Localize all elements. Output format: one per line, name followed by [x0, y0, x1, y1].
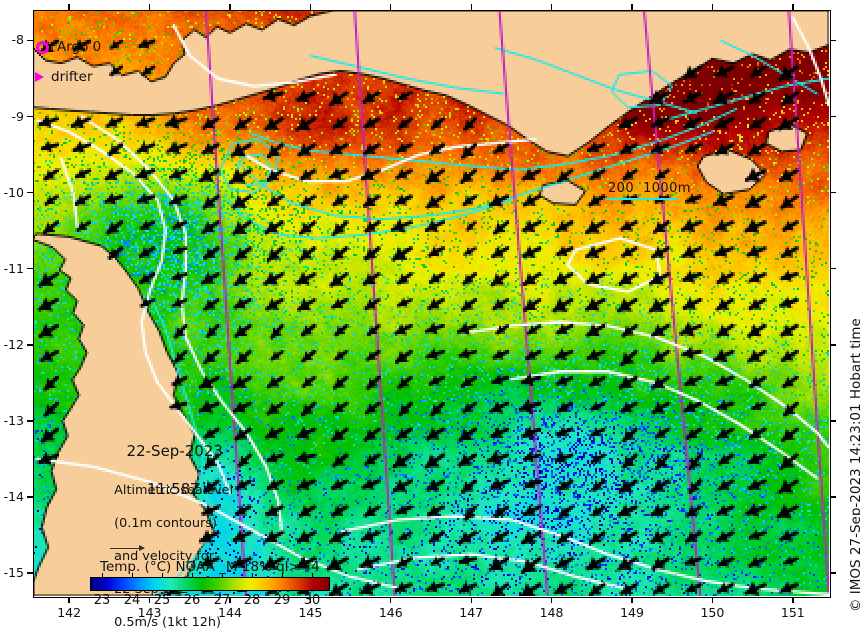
lon-axis-label: 142: [57, 605, 82, 620]
lat-tick: [27, 115, 33, 118]
lon-tick: [390, 597, 392, 603]
lon-tick-top: [711, 4, 714, 10]
colorbar-label: 26: [183, 593, 201, 608]
temperature-colorbar[interactable]: [90, 577, 330, 591]
lon-tick-top: [68, 4, 70, 10]
lon-axis-label: 145: [298, 605, 323, 620]
lon-tick: [631, 597, 633, 603]
lat-axis-label: -9: [11, 108, 24, 124]
lon-axis-label: 148: [539, 605, 564, 620]
colorbar-tick: [282, 573, 284, 577]
colorbar-tick: [192, 573, 194, 577]
lat-tick-right: [830, 572, 836, 574]
colorbar-label: 29: [273, 593, 291, 608]
lat-tick-right: [830, 496, 836, 498]
lon-tick-top: [229, 4, 231, 10]
lat-axis-label: -15: [3, 565, 24, 581]
lat-axis-label: -12: [3, 336, 24, 352]
sst-map-canvas[interactable]: [33, 10, 829, 596]
lon-tick: [309, 597, 312, 603]
lat-tick: [27, 39, 33, 42]
colorbar-tick: [252, 573, 254, 577]
colorbar-label: 28: [243, 593, 261, 608]
lat-tick-right: [830, 420, 836, 422]
lat-tick: [27, 420, 33, 422]
lon-tick-top: [390, 4, 392, 10]
lon-tick: [792, 597, 794, 603]
copyright-notice: © IMOS 27-Sep-2023 14:23:01 Hobart time: [848, 318, 860, 612]
lon-axis-label: 149: [620, 605, 644, 620]
lon-tick-top: [550, 4, 553, 10]
colorbar-label: 27: [213, 593, 231, 608]
lon-tick: [470, 597, 472, 603]
colorbar-label: 23: [93, 593, 111, 608]
colorbar-tick: [162, 573, 164, 577]
argo-legend-label: Argo 0: [57, 39, 102, 55]
lon-tick: [68, 597, 70, 603]
colorbar-tick: [312, 573, 314, 577]
lon-tick-top: [470, 4, 472, 10]
colorbar-label: 30: [303, 593, 321, 608]
drifter-legend-label: drifter: [51, 69, 93, 85]
lat-tick: [27, 268, 33, 270]
lat-tick: [27, 496, 33, 498]
lat-axis-label: -10: [3, 184, 24, 200]
bathymetry-scale-line-icon: [606, 198, 678, 200]
lon-tick-top: [631, 4, 633, 10]
colorbar-label: 25: [153, 593, 171, 608]
time-line: 11:58Z: [147, 480, 201, 498]
date-line: 22-Sep-2023: [126, 442, 223, 460]
annot-line-3: and velocity for: [114, 549, 214, 565]
lon-axis-label: 144: [218, 605, 242, 620]
lat-tick: [27, 191, 33, 194]
lat-axis-label: -13: [3, 412, 24, 428]
colorbar-label: 24: [123, 593, 141, 608]
argo-marker-icon: [36, 41, 49, 54]
lon-tick-top: [148, 4, 151, 10]
lon-axis-label: 143: [137, 605, 162, 620]
lon-tick-top: [792, 4, 794, 10]
lon-axis-label: 146: [378, 605, 403, 620]
colorbar-tick: [222, 573, 224, 577]
annot-line-2: (0.1m contours): [114, 516, 217, 532]
colorbar-title: Temp. (°C) NOAA _M 18% ql>=4: [100, 559, 320, 575]
lat-axis-label: -8: [11, 32, 24, 48]
colorbar-tick: [132, 573, 134, 577]
annot-line-5: 0.5m/s (1kt 12h): [114, 614, 222, 630]
lon-tick: [550, 597, 553, 603]
lat-tick-right: [830, 344, 836, 346]
lon-tick: [711, 597, 714, 603]
drifter-marker-icon: [35, 72, 44, 82]
lon-tick: [148, 597, 151, 603]
lat-tick: [27, 572, 33, 574]
date-time-stamp: 22-Sep-2023 11:58Z: [117, 423, 223, 499]
lat-tick-right: [830, 115, 836, 118]
lon-axis-label: 150: [700, 605, 725, 620]
annot-line-1: Altimetric sealevel: [114, 483, 234, 499]
lat-tick-right: [830, 268, 836, 270]
colorbar-tick: [102, 573, 104, 577]
lon-axis-label: 147: [459, 605, 484, 620]
lat-tick-right: [830, 191, 836, 194]
map-plot-area[interactable]: [33, 10, 829, 596]
lon-tick-top: [309, 4, 312, 10]
lat-tick-right: [830, 39, 836, 42]
lat-tick: [27, 344, 33, 346]
lat-axis-label: -11: [3, 260, 24, 276]
velocity-scale-arrow-icon: [110, 545, 145, 552]
lat-axis-label: -14: [3, 489, 24, 505]
lon-axis-label: 151: [780, 605, 805, 620]
bathymetry-scale-label: 200 1000m: [608, 181, 691, 196]
lon-tick: [229, 597, 231, 603]
